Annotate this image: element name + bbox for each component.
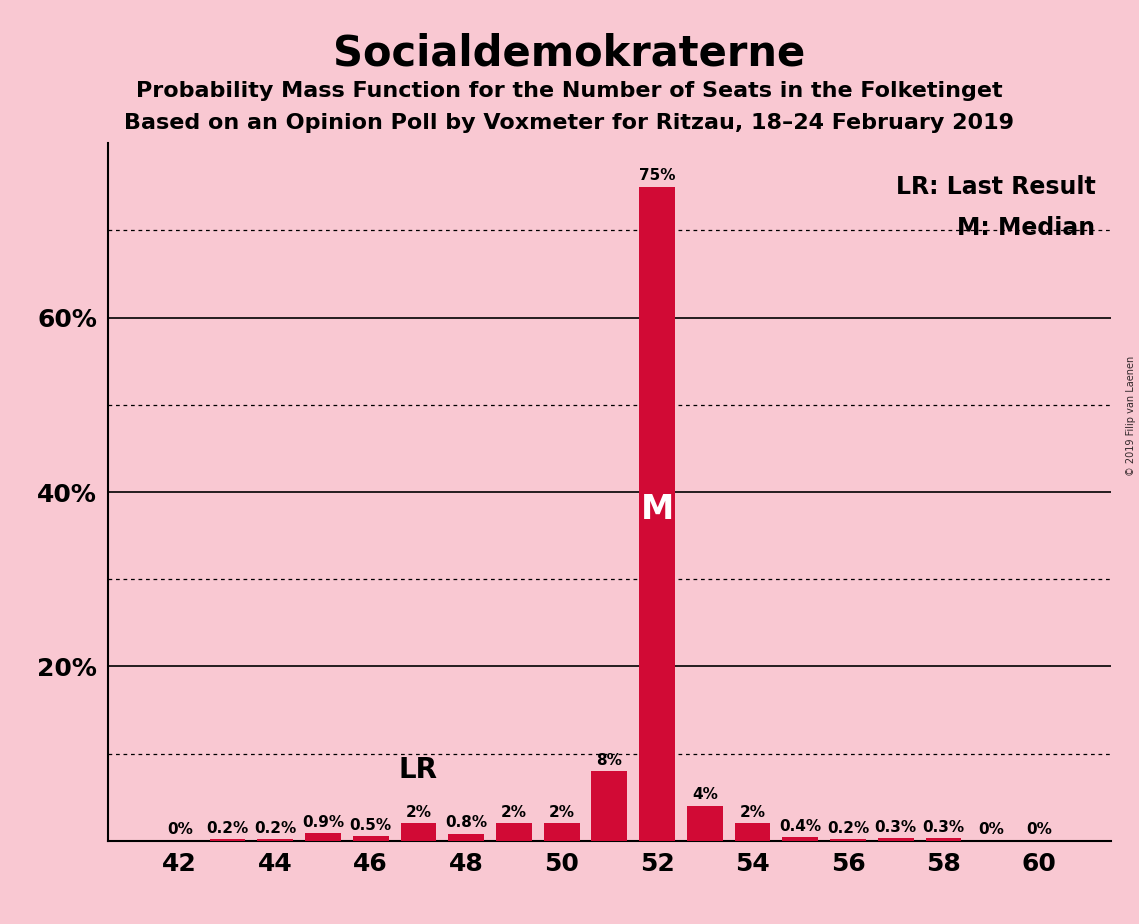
Text: 2%: 2% <box>501 805 527 820</box>
Bar <box>353 836 388 841</box>
Text: 0.3%: 0.3% <box>875 820 917 834</box>
Text: 0.2%: 0.2% <box>254 821 296 835</box>
Text: 75%: 75% <box>639 168 675 183</box>
Bar <box>926 838 961 841</box>
Text: 0.5%: 0.5% <box>350 818 392 833</box>
Bar <box>543 823 580 841</box>
Text: 2%: 2% <box>739 805 765 820</box>
Text: 0.3%: 0.3% <box>923 820 965 834</box>
Text: M: M <box>640 493 674 526</box>
Bar <box>401 823 436 841</box>
Bar <box>495 823 532 841</box>
Text: Socialdemokraterne: Socialdemokraterne <box>334 32 805 74</box>
Text: LR: Last Result: LR: Last Result <box>895 175 1096 199</box>
Bar <box>591 771 628 841</box>
Text: 0%: 0% <box>1026 822 1052 837</box>
Text: LR: LR <box>399 756 439 784</box>
Bar <box>257 839 293 841</box>
Text: 2%: 2% <box>549 805 575 820</box>
Bar <box>449 833 484 841</box>
Text: 0.9%: 0.9% <box>302 814 344 830</box>
Text: 0.2%: 0.2% <box>827 821 869 835</box>
Text: Probability Mass Function for the Number of Seats in the Folketinget: Probability Mass Function for the Number… <box>137 81 1002 102</box>
Text: Based on an Opinion Poll by Voxmeter for Ritzau, 18–24 February 2019: Based on an Opinion Poll by Voxmeter for… <box>124 113 1015 133</box>
Bar <box>878 838 913 841</box>
Bar <box>782 837 818 841</box>
Text: 2%: 2% <box>405 805 432 820</box>
Text: 0%: 0% <box>166 822 192 837</box>
Bar <box>735 823 770 841</box>
Bar <box>639 187 675 841</box>
Bar <box>210 839 245 841</box>
Bar <box>830 839 866 841</box>
Bar <box>687 806 723 841</box>
Text: 0.8%: 0.8% <box>445 815 487 831</box>
Text: 8%: 8% <box>597 752 622 768</box>
Text: 0.4%: 0.4% <box>779 819 821 833</box>
Text: © 2019 Filip van Laenen: © 2019 Filip van Laenen <box>1126 356 1136 476</box>
Text: M: Median: M: Median <box>958 216 1096 240</box>
Text: 0.2%: 0.2% <box>206 821 248 835</box>
Text: 0%: 0% <box>978 822 1005 837</box>
Bar <box>305 833 341 841</box>
Text: 4%: 4% <box>691 787 718 802</box>
